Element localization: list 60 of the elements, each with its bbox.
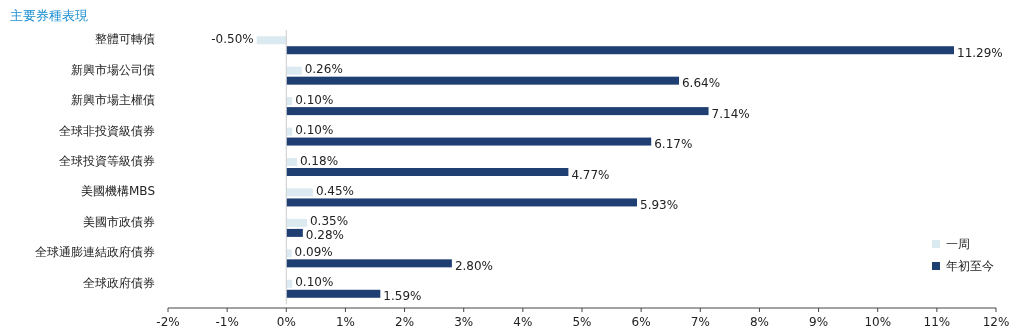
y-tick-label: 新興市場公司債 bbox=[71, 62, 155, 77]
x-tick-label: 12% bbox=[982, 315, 1010, 329]
bar bbox=[286, 46, 955, 55]
bar bbox=[286, 158, 297, 166]
y-tick-label: 新興市場主權債 bbox=[71, 93, 155, 108]
bar bbox=[286, 249, 292, 258]
y-tick-label: 全球通膨連結政府債券 bbox=[35, 245, 155, 260]
data-label: 0.18% bbox=[299, 153, 339, 168]
x-tick-label: 10% bbox=[864, 315, 892, 329]
bar bbox=[286, 228, 303, 237]
bar bbox=[286, 259, 452, 268]
legend-label: 一周 bbox=[946, 237, 970, 251]
bar bbox=[286, 66, 302, 75]
bar bbox=[286, 76, 679, 85]
data-label: 5.93% bbox=[640, 197, 679, 212]
data-label: 11.29% bbox=[957, 45, 1003, 60]
x-tick-label: -2% bbox=[156, 315, 180, 329]
legend-label: 年初至今 bbox=[946, 259, 994, 273]
text: 主要券種表現 bbox=[10, 8, 88, 23]
y-tick-label: 美國市政債券 bbox=[83, 214, 155, 229]
data-label: 2.80% bbox=[454, 258, 494, 273]
data-label: 4.77% bbox=[571, 167, 610, 182]
y-tick-label: 美國機構MBS bbox=[81, 184, 155, 199]
y-tick-label: 全球政府債券 bbox=[83, 275, 155, 290]
data-label: 0.10% bbox=[295, 275, 334, 290]
bar bbox=[286, 107, 709, 116]
bar bbox=[286, 218, 307, 227]
bar bbox=[286, 168, 569, 176]
data-label: 6.17% bbox=[654, 137, 693, 152]
x-tick-label: 11% bbox=[923, 315, 951, 329]
bar bbox=[286, 137, 652, 146]
data-label: 0.10% bbox=[295, 123, 334, 138]
x-tick-label: 6% bbox=[631, 315, 651, 329]
data-label: 0.09% bbox=[294, 244, 333, 259]
x-tick-label: 0% bbox=[276, 315, 296, 329]
data-label: 0.28% bbox=[305, 228, 344, 243]
y-tick-label: 整體可轉債 bbox=[95, 32, 155, 47]
bar bbox=[286, 188, 313, 197]
data-label: 1.59% bbox=[383, 289, 422, 304]
data-label: -0.50% bbox=[211, 31, 254, 46]
x-tick-label: -1% bbox=[215, 315, 239, 329]
bar bbox=[256, 36, 287, 45]
data-label: 7.14% bbox=[711, 106, 750, 121]
data-label: 0.45% bbox=[315, 183, 355, 198]
x-tick-label: 4% bbox=[513, 315, 533, 329]
data-label: 0.10% bbox=[295, 92, 334, 107]
bar bbox=[286, 198, 637, 207]
x-tick-label: 3% bbox=[454, 315, 474, 329]
x-tick-label: 5% bbox=[572, 315, 592, 329]
data-label: 6.64% bbox=[681, 76, 721, 91]
x-tick-label: 8% bbox=[749, 315, 769, 329]
x-tick-label: 1% bbox=[335, 315, 355, 329]
y-tick-label: 全球非投資級債券 bbox=[59, 123, 155, 138]
x-tick-label: 7% bbox=[690, 315, 710, 329]
x-tick-label: 2% bbox=[395, 315, 415, 329]
bar bbox=[286, 289, 381, 298]
x-tick-label: 9% bbox=[809, 315, 829, 329]
y-tick-label: 全球投資等級債券 bbox=[59, 154, 155, 168]
data-label: 0.26% bbox=[304, 62, 343, 77]
data-label: 0.35% bbox=[309, 214, 349, 229]
